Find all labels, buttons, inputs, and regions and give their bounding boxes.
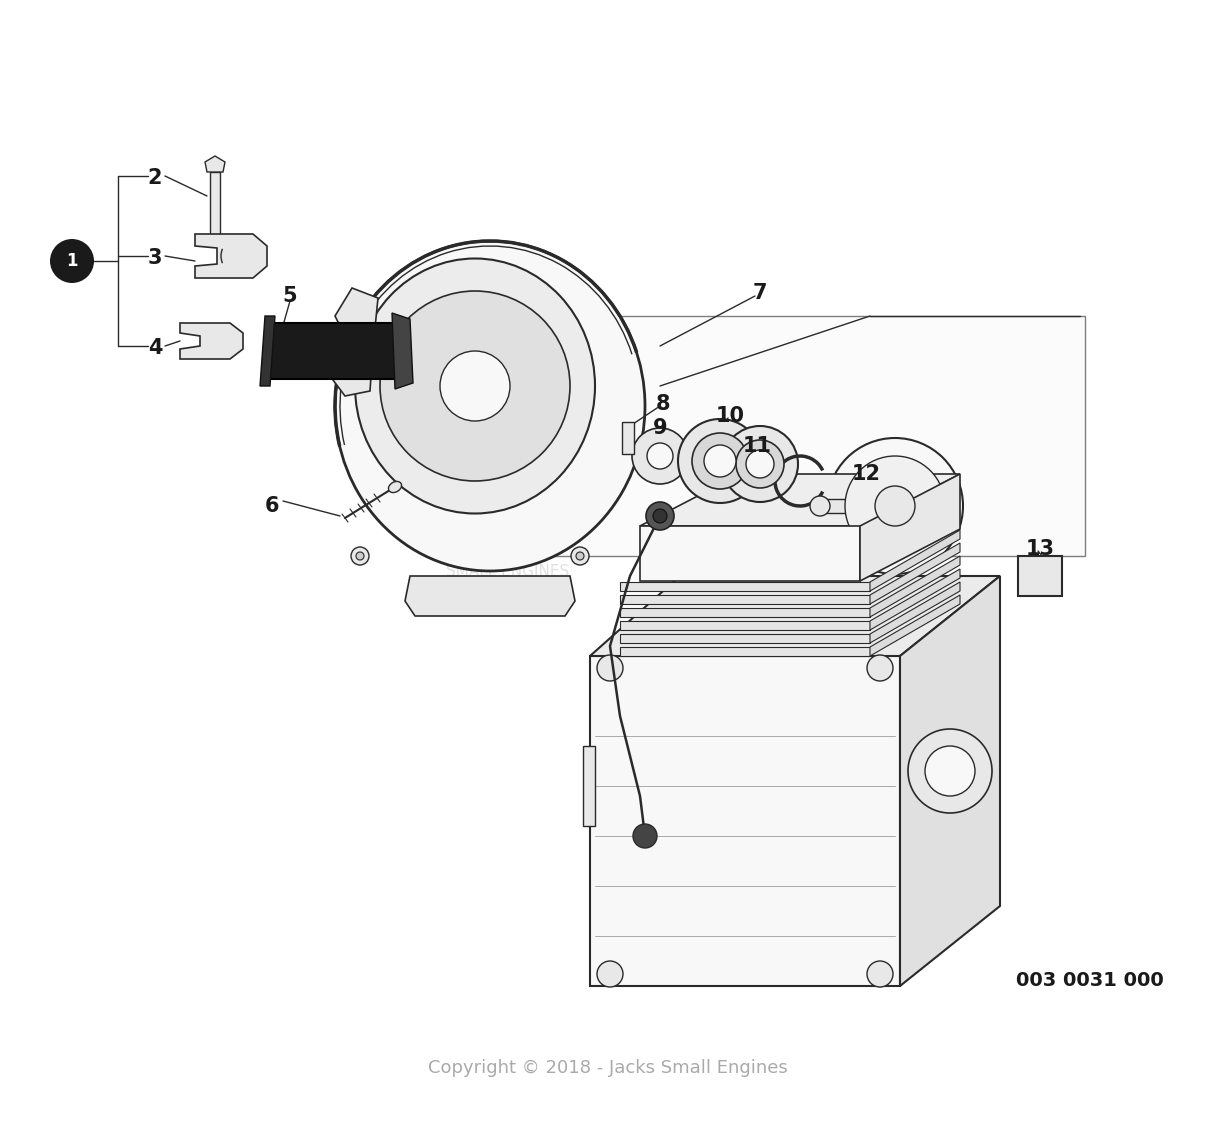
Polygon shape [1018, 556, 1062, 596]
Circle shape [576, 552, 584, 560]
Polygon shape [640, 474, 959, 526]
Text: 1: 1 [66, 252, 78, 270]
Polygon shape [869, 582, 959, 643]
Circle shape [867, 961, 893, 987]
Polygon shape [860, 474, 959, 580]
Circle shape [647, 443, 672, 469]
Circle shape [351, 548, 368, 565]
Circle shape [736, 440, 784, 488]
Polygon shape [206, 156, 225, 172]
Circle shape [572, 548, 589, 565]
Circle shape [632, 428, 688, 484]
Text: 9: 9 [653, 418, 668, 438]
Polygon shape [869, 556, 959, 617]
Polygon shape [623, 421, 634, 454]
Text: Copyright © 2018 - Jacks Small Engines: Copyright © 2018 - Jacks Small Engines [428, 1059, 788, 1077]
Text: SMALL ENGINES: SMALL ENGINES [446, 563, 569, 578]
Polygon shape [392, 314, 413, 389]
Polygon shape [582, 746, 595, 826]
Text: 11: 11 [743, 436, 771, 456]
Polygon shape [869, 543, 959, 604]
Polygon shape [869, 595, 959, 655]
Circle shape [379, 291, 570, 481]
Polygon shape [405, 576, 575, 616]
Circle shape [646, 502, 674, 531]
Polygon shape [620, 582, 869, 591]
Polygon shape [620, 634, 869, 643]
Text: ©: © [522, 529, 534, 543]
Polygon shape [330, 348, 372, 396]
Polygon shape [590, 655, 900, 986]
Text: 7: 7 [753, 283, 767, 303]
Text: 8: 8 [655, 394, 670, 414]
Text: 3: 3 [148, 248, 162, 268]
Polygon shape [640, 526, 860, 580]
Polygon shape [535, 316, 1085, 556]
Text: 2: 2 [148, 168, 162, 187]
Circle shape [597, 655, 623, 680]
Circle shape [810, 496, 831, 516]
Circle shape [827, 438, 963, 574]
Circle shape [679, 419, 762, 503]
Circle shape [50, 239, 94, 283]
Polygon shape [195, 234, 268, 278]
Text: 10: 10 [715, 406, 744, 426]
Ellipse shape [355, 259, 595, 513]
Ellipse shape [388, 482, 401, 493]
Polygon shape [590, 576, 1000, 655]
Polygon shape [260, 316, 275, 386]
Polygon shape [180, 323, 243, 359]
Text: 4: 4 [148, 339, 162, 358]
Text: 6: 6 [265, 496, 280, 516]
Text: 003 0031 000: 003 0031 000 [1017, 971, 1164, 991]
Text: 12: 12 [851, 463, 880, 484]
Circle shape [704, 445, 736, 477]
Circle shape [845, 456, 945, 556]
Circle shape [908, 729, 992, 813]
Polygon shape [620, 608, 869, 617]
Text: 5: 5 [282, 286, 298, 306]
Polygon shape [620, 595, 869, 604]
Polygon shape [824, 499, 860, 513]
Circle shape [876, 486, 914, 526]
Ellipse shape [334, 241, 644, 571]
Polygon shape [620, 621, 869, 630]
Circle shape [634, 824, 657, 847]
Circle shape [925, 746, 975, 796]
Text: 13: 13 [1025, 538, 1054, 559]
Circle shape [440, 351, 510, 421]
Polygon shape [210, 172, 220, 239]
Circle shape [356, 552, 364, 560]
Circle shape [867, 655, 893, 680]
Circle shape [722, 426, 798, 502]
Circle shape [597, 961, 623, 987]
Circle shape [745, 450, 775, 478]
Polygon shape [869, 531, 959, 591]
Circle shape [692, 433, 748, 488]
Polygon shape [265, 323, 400, 379]
Polygon shape [869, 569, 959, 630]
Polygon shape [334, 289, 378, 336]
Text: JACKS: JACKS [434, 523, 575, 560]
Polygon shape [620, 648, 869, 655]
Polygon shape [900, 576, 1000, 986]
Circle shape [653, 509, 668, 523]
